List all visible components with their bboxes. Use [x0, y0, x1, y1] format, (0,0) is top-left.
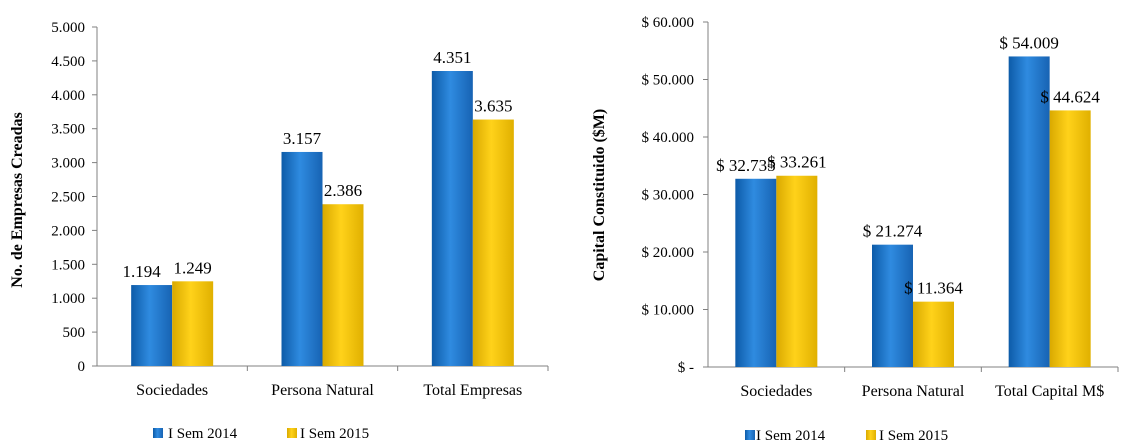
- bar-2015: [172, 281, 214, 366]
- x-tick-label: Persona Natural: [271, 382, 374, 399]
- x-tick-label: Persona Natural: [862, 383, 965, 400]
- x-tick-label: Total Capital M$: [995, 383, 1104, 400]
- y-axis-ticks: $ - $ 10.000 $ 20.000 $ 30.000 $ 40.000 $ 50.…: [642, 15, 708, 376]
- bar-2014: [131, 285, 173, 366]
- y-tick-label: $ -: [678, 360, 694, 376]
- y-tick-label: $ 20.000: [642, 245, 695, 261]
- data-label: $ 33.261: [767, 153, 827, 172]
- data-label: $ 21.274: [863, 222, 923, 241]
- y-tick-label: 3.500: [51, 122, 85, 138]
- bar-2015: [1049, 110, 1091, 368]
- data-label: $ 32.735: [716, 156, 776, 175]
- legend-label-2014: I Sem 2014: [168, 426, 238, 442]
- chart-capital-constituido: Capital Constituido ($M) $ - $ 10.000 $ 20…: [591, 15, 1119, 444]
- bar-2014: [735, 178, 777, 367]
- bar-2014: [1008, 56, 1050, 368]
- bar-2014: [281, 151, 323, 366]
- y-tick-label: 3.000: [51, 156, 85, 172]
- data-label: $ 11.364: [904, 279, 963, 298]
- y-tick-label: 2.000: [51, 223, 85, 239]
- data-label: 4.351: [433, 48, 471, 67]
- data-label: 2.386: [324, 181, 362, 200]
- x-tick-label: Total Empresas: [423, 382, 522, 399]
- data-label: 1.194: [123, 262, 162, 281]
- legend-swatch-2014: [745, 430, 755, 440]
- data-labels: 1.194 1.249 3.157 2.386 4.351 3.635: [123, 48, 513, 281]
- x-tick-label: Sociedades: [740, 383, 812, 400]
- y-tick-label: 5.000: [51, 20, 85, 36]
- data-label: 1.249: [174, 258, 212, 277]
- bar-2015: [472, 119, 514, 366]
- legend-label-2015: I Sem 2015: [879, 428, 948, 442]
- data-label: 3.635: [474, 97, 512, 116]
- y-tick-label: 4.000: [51, 88, 85, 104]
- bar-2015: [776, 175, 818, 367]
- y-axis-ticks: 0 500 1.000 1.500 2.000 2.500 3.000 3.500 4.000 4…: [51, 20, 97, 375]
- bars: [735, 56, 1091, 368]
- x-axis-ticks: Sociedades Persona Natural Total Empresas: [136, 366, 549, 399]
- legend-label-2014: I Sem 2014: [756, 428, 826, 442]
- y-tick-label: $ 30.000: [642, 188, 695, 204]
- y-tick-label: 2.500: [51, 190, 85, 206]
- y-tick-label: 4.500: [51, 54, 85, 70]
- chart-empresas-creadas: No. de Empresas Creadas 0 500 1.000 1.500 2.…: [9, 20, 549, 442]
- data-label: $ 54.009: [999, 33, 1059, 52]
- x-axis-ticks: Sociedades Persona Natural Total Capital M…: [740, 367, 1119, 400]
- x-tick-label: Sociedades: [136, 382, 208, 399]
- legend-swatch-2014: [153, 428, 163, 438]
- y-tick-label: 1.000: [51, 291, 85, 307]
- y-tick-label: 1.500: [51, 257, 85, 273]
- legend-swatch-2015: [866, 430, 876, 440]
- bar-2015: [322, 204, 364, 366]
- legend: I Sem 2014 I Sem 2015: [745, 428, 948, 444]
- y-tick-label: $ 40.000: [642, 130, 695, 146]
- bars: [131, 71, 514, 366]
- y-tick-label: $ 50.000: [642, 73, 695, 89]
- y-axis-label: Capital Constituido ($M): [591, 109, 608, 281]
- y-tick-label: 500: [63, 325, 86, 341]
- data-label: $ 44.624: [1040, 87, 1100, 106]
- legend-swatch-2015: [287, 428, 297, 438]
- y-axis-label: No. de Empresas Creadas: [9, 112, 26, 287]
- data-labels: $ 32.735$ 33.261 $ 21.274 $ 11.364 $ 54.009…: [716, 33, 1100, 297]
- y-tick-label: $ 60.000: [642, 15, 695, 31]
- bar-2015: [913, 301, 954, 367]
- data-label: 3.157: [283, 129, 322, 148]
- legend-label-2015: I Sem 2015: [300, 426, 369, 442]
- legend: I Sem 2014 I Sem 2015: [153, 426, 369, 442]
- bar-2014: [431, 71, 473, 366]
- bar-2014: [872, 244, 913, 367]
- y-tick-label: $ 10.000: [642, 303, 695, 319]
- y-tick-label: 0: [78, 359, 86, 375]
